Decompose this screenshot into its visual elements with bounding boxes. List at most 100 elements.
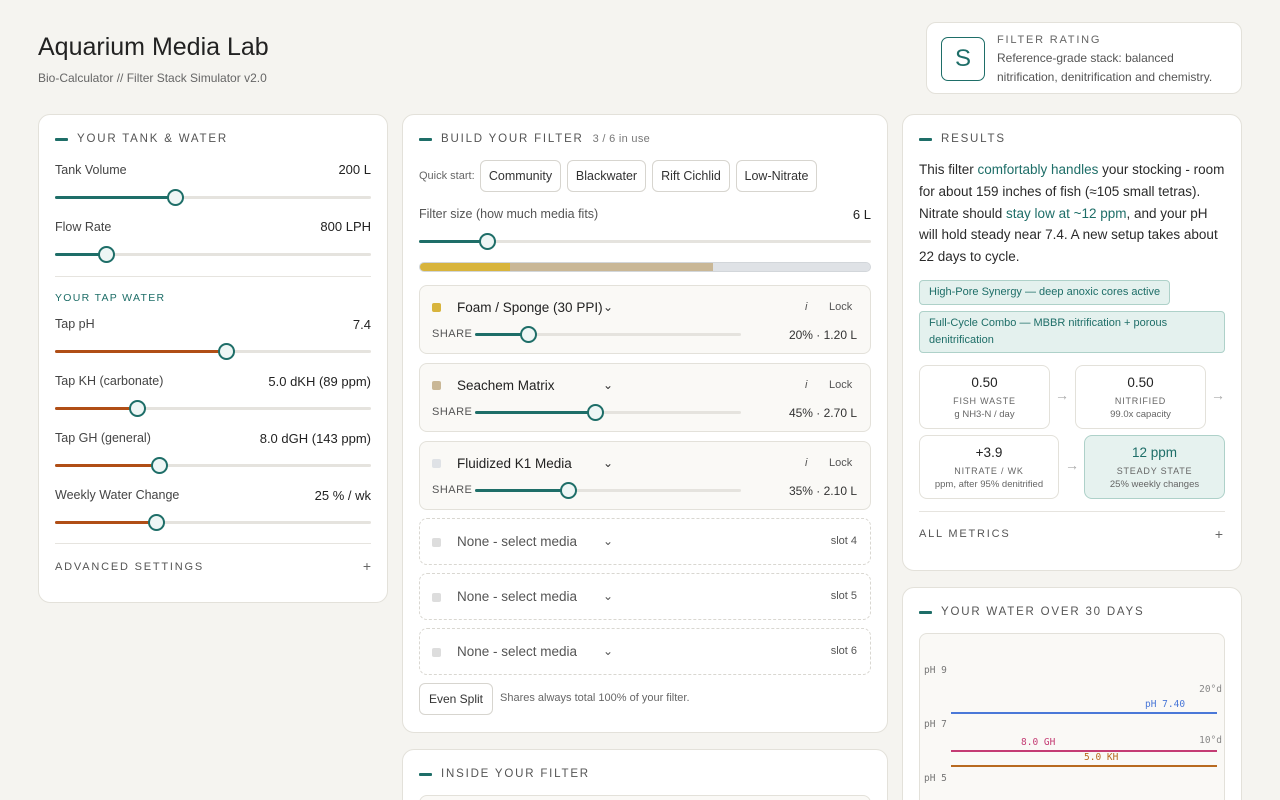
preset-community-button[interactable]: Community bbox=[480, 160, 561, 192]
flow-rate-label: Flow Rate bbox=[55, 220, 112, 234]
slider-thumb[interactable] bbox=[148, 514, 166, 531]
capacity-segment-matrix bbox=[510, 263, 713, 271]
media-share-slider[interactable] bbox=[475, 404, 741, 421]
y-right-tick-20: 20°d bbox=[1199, 684, 1222, 695]
results-section-title: RESULTS bbox=[919, 133, 1006, 145]
all-metrics-toggle[interactable]: ALL METRICS + bbox=[919, 522, 1225, 546]
slot-label: slot 6 bbox=[830, 645, 857, 657]
filter-size-slider[interactable] bbox=[419, 233, 871, 250]
quick-start-label: Quick start: bbox=[419, 170, 475, 182]
metric-value: +3.9 bbox=[975, 445, 1003, 460]
app-subtitle: Bio-Calculator // Filter Stack Simulator… bbox=[38, 71, 267, 85]
metric-steady-state: 12 ppm STEADY STATE 25% weekly changes bbox=[1084, 435, 1225, 499]
tap-ph-slider[interactable] bbox=[55, 343, 371, 360]
metric-nitrified: 0.50 NITRIFIED 99.0x capacity bbox=[1075, 365, 1206, 429]
slider-thumb[interactable] bbox=[97, 246, 115, 263]
media-select[interactable]: Fluidized K1 Media bbox=[457, 456, 572, 471]
slider-thumb[interactable] bbox=[151, 457, 169, 474]
water-change-slider[interactable] bbox=[55, 514, 371, 531]
summary-highlight: comfortably handles bbox=[977, 162, 1099, 177]
water-chart: pH 9 pH 7 pH 5 20°d 10°d pH 7.40 8.0 GH … bbox=[919, 633, 1225, 800]
metric-value: 0.50 bbox=[1127, 375, 1154, 390]
ph-series-label: pH 7.40 bbox=[1145, 699, 1185, 710]
share-label: SHARE bbox=[432, 328, 473, 340]
preset-blackwater-button[interactable]: Blackwater bbox=[567, 160, 646, 192]
share-label: SHARE bbox=[432, 406, 473, 418]
share-label: SHARE bbox=[432, 484, 473, 496]
media-share-slider[interactable] bbox=[475, 326, 741, 343]
tank-volume-slider[interactable] bbox=[55, 189, 371, 206]
media-color-swatch bbox=[432, 538, 441, 547]
share-total-note: Shares always total 100% of your filter. bbox=[500, 692, 690, 704]
arrow-right-icon: → bbox=[1055, 387, 1069, 403]
tap-ph-value: 7.4 bbox=[352, 317, 371, 332]
tap-gh-label: Tap GH (general) bbox=[55, 431, 151, 445]
media-share-value: 20% · 1.20 L bbox=[788, 328, 857, 342]
inside-filter-preview bbox=[419, 795, 871, 800]
tank-section-label: YOUR TANK & WATER bbox=[77, 133, 228, 145]
metric-subtitle: ppm, after 95% denitrified bbox=[934, 479, 1044, 490]
slider-thumb[interactable] bbox=[478, 233, 496, 250]
chevron-down-icon[interactable]: ⌄ bbox=[603, 644, 614, 658]
info-button[interactable]: i bbox=[805, 457, 808, 469]
slider-thumb[interactable] bbox=[560, 482, 578, 499]
inside-section-label: INSIDE YOUR FILTER bbox=[441, 768, 590, 780]
results-summary: This filter comfortably handles your sto… bbox=[919, 159, 1229, 268]
rating-grade-badge: S bbox=[941, 37, 985, 81]
info-button[interactable]: i bbox=[805, 379, 808, 391]
tank-volume-value: 200 L bbox=[338, 162, 371, 177]
synergy-tag: High-Pore Synergy — deep anoxic cores ac… bbox=[919, 280, 1171, 305]
flow-rate-slider[interactable] bbox=[55, 246, 371, 263]
lock-button[interactable]: Lock bbox=[829, 301, 853, 313]
slider-thumb[interactable] bbox=[129, 400, 147, 417]
info-button[interactable]: i bbox=[805, 301, 808, 313]
combo-tag: Full-Cycle Combo — MBBR nitrification + … bbox=[919, 311, 1225, 353]
metric-title: NITRIFIED bbox=[1114, 396, 1167, 406]
arrow-right-icon: → bbox=[1065, 457, 1079, 473]
media-card-1: Foam / Sponge (30 PPI) ⌄ i Lock SHARE 20… bbox=[419, 285, 871, 354]
media-select[interactable]: Foam / Sponge (30 PPI) bbox=[457, 300, 603, 315]
water-change-label: Weekly Water Change bbox=[55, 488, 180, 502]
y-tick-ph5: pH 5 bbox=[924, 773, 947, 784]
media-select[interactable]: None - select media bbox=[457, 589, 578, 604]
media-share-slider[interactable] bbox=[475, 482, 741, 499]
results-section-label: RESULTS bbox=[941, 133, 1006, 145]
advanced-settings-toggle[interactable]: ADVANCED SETTINGS + bbox=[55, 555, 371, 579]
tap-gh-value: 8.0 dGH (143 ppm) bbox=[259, 431, 371, 446]
water-section-label: YOUR WATER OVER 30 DAYS bbox=[941, 606, 1145, 618]
y-right-tick-10: 10°d bbox=[1199, 735, 1222, 746]
metric-value: 0.50 bbox=[971, 375, 998, 390]
slider-thumb[interactable] bbox=[167, 189, 185, 206]
chevron-down-icon[interactable]: ⌄ bbox=[603, 534, 614, 548]
filter-rating-card: S FILTER RATING Reference-grade stack: b… bbox=[926, 22, 1242, 94]
slider-thumb[interactable] bbox=[520, 326, 538, 343]
empty-slot-4: None - select media ⌄ slot 4 bbox=[419, 518, 871, 565]
all-metrics-label: ALL METRICS bbox=[919, 528, 1011, 540]
preset-low-nitrate-button[interactable]: Low-Nitrate bbox=[736, 160, 817, 192]
media-card-3: Fluidized K1 Media ⌄ i Lock SHARE 35% · … bbox=[419, 441, 871, 510]
chevron-down-icon[interactable]: ⌄ bbox=[603, 378, 614, 392]
tap-gh-slider[interactable] bbox=[55, 457, 371, 474]
metric-title: NITRATE / WK bbox=[954, 466, 1024, 476]
slider-thumb[interactable] bbox=[217, 343, 235, 360]
build-section-title: BUILD YOUR FILTER 3 / 6 in use bbox=[419, 133, 650, 145]
media-color-swatch bbox=[432, 459, 441, 468]
water-section-title: YOUR WATER OVER 30 DAYS bbox=[919, 606, 1145, 618]
filter-size-value: 6 L bbox=[852, 207, 871, 222]
slider-thumb[interactable] bbox=[586, 404, 604, 421]
chevron-down-icon[interactable]: ⌄ bbox=[603, 456, 614, 470]
divider bbox=[919, 511, 1225, 512]
media-select[interactable]: Seachem Matrix bbox=[457, 378, 555, 393]
chevron-down-icon[interactable]: ⌄ bbox=[603, 589, 614, 603]
flow-rate-value: 800 LPH bbox=[320, 219, 371, 234]
capacity-segment-foam bbox=[420, 263, 510, 271]
lock-button[interactable]: Lock bbox=[829, 379, 853, 391]
even-split-button[interactable]: Even Split bbox=[419, 683, 493, 715]
media-select[interactable]: None - select media bbox=[457, 644, 578, 659]
preset-rift-cichlid-button[interactable]: Rift Cichlid bbox=[652, 160, 730, 192]
tap-kh-slider[interactable] bbox=[55, 400, 371, 417]
lock-button[interactable]: Lock bbox=[829, 457, 853, 469]
media-select[interactable]: None - select media bbox=[457, 534, 578, 549]
chevron-down-icon[interactable]: ⌄ bbox=[603, 300, 614, 314]
slot-label: slot 5 bbox=[830, 590, 857, 602]
